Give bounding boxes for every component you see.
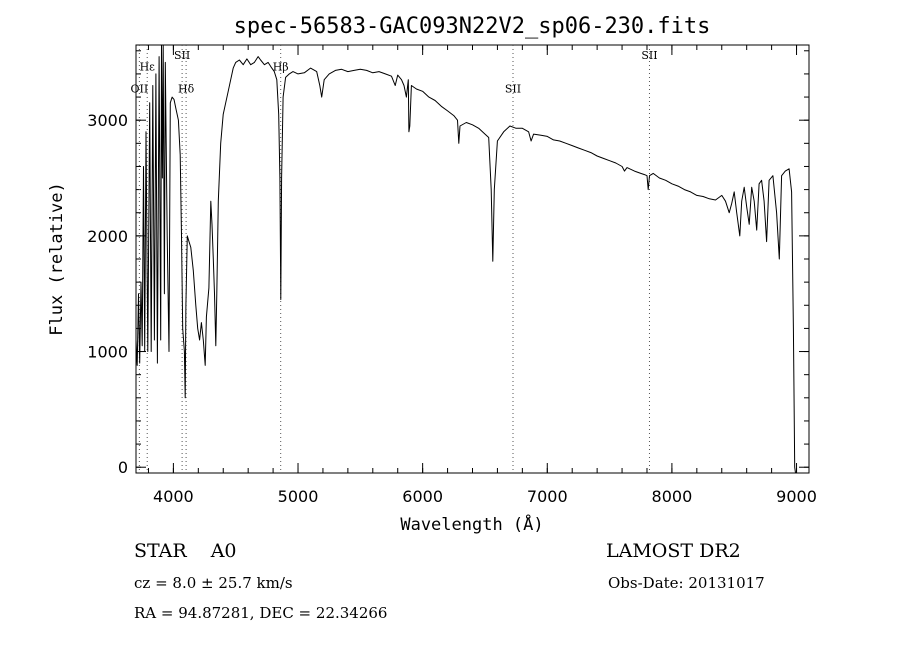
object-class: STAR A0 bbox=[134, 540, 237, 562]
major-ticks bbox=[136, 45, 809, 473]
y-tick-labels: 0 1000 2000 3000 bbox=[87, 111, 128, 477]
line-label: SII bbox=[174, 49, 190, 62]
object-type: STAR bbox=[134, 540, 187, 562]
y-tick-label: 1000 bbox=[87, 343, 128, 362]
x-tick-labels: 4000 5000 6000 7000 8000 9000 bbox=[153, 487, 817, 506]
redshift-cz: cz = 8.0 ± 25.7 km/s bbox=[134, 574, 293, 592]
obs-date: Obs-Date: 20131017 bbox=[608, 574, 765, 592]
x-tick-label: 9000 bbox=[776, 487, 817, 506]
plot-frame bbox=[135, 44, 810, 474]
y-tick-label: 2000 bbox=[87, 227, 128, 246]
x-tick-label: 7000 bbox=[527, 487, 568, 506]
chart-title: spec-56583-GAC093N22V2_sp06-230.fits bbox=[234, 14, 711, 39]
y-tick-label: 3000 bbox=[87, 111, 128, 130]
spectrum-line bbox=[135, 44, 796, 474]
y-axis-label: Flux (relative) bbox=[47, 182, 67, 336]
x-tick-label: 5000 bbox=[278, 487, 319, 506]
x-tick-label: 8000 bbox=[652, 487, 693, 506]
minor-ticks bbox=[136, 45, 809, 473]
x-tick-label: 4000 bbox=[153, 487, 194, 506]
line-label: Hβ bbox=[273, 60, 289, 73]
survey-name: LAMOST DR2 bbox=[606, 540, 741, 562]
coordinates: RA = 94.87281, DEC = 22.34266 bbox=[134, 604, 388, 622]
x-tick-label: 6000 bbox=[402, 487, 443, 506]
object-subclass: A0 bbox=[210, 540, 237, 562]
line-label: Hδ bbox=[178, 82, 195, 95]
line-label: Hε bbox=[140, 60, 156, 73]
line-label: SII bbox=[641, 49, 657, 62]
y-tick-label: 0 bbox=[118, 458, 128, 477]
spectral-line-markers: OII Hε SII Hδ Hβ SII SII bbox=[131, 45, 658, 473]
line-label: SII bbox=[505, 82, 521, 95]
line-label: OII bbox=[131, 82, 149, 95]
x-axis-label: Wavelength (Å) bbox=[400, 513, 543, 535]
